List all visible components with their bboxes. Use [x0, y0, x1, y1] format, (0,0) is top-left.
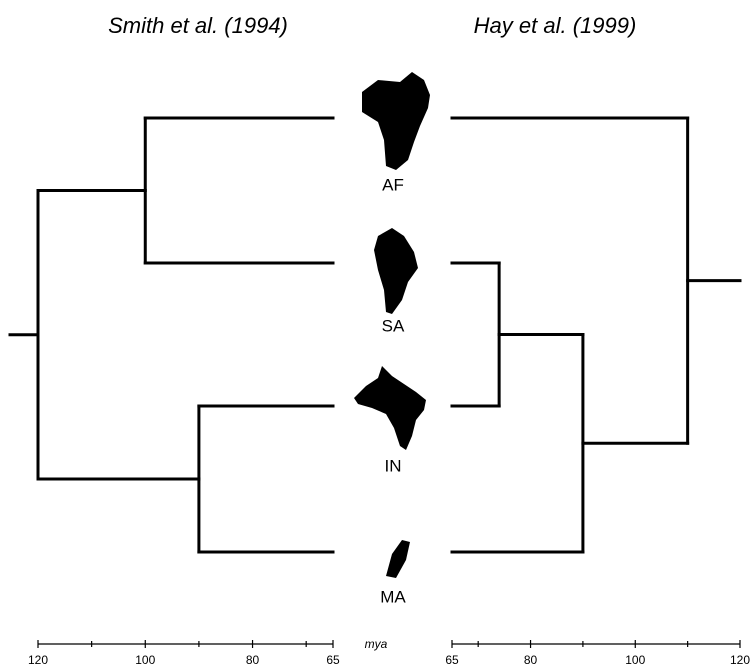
tick-label: 120: [28, 653, 48, 667]
right-title: Hay et al. (1999): [474, 13, 637, 38]
tick-label: 120: [730, 653, 750, 667]
leaf-label: IN: [385, 456, 402, 475]
tick-label: 80: [246, 653, 260, 667]
leaf-label: AF: [382, 175, 404, 194]
tick-label: 100: [625, 653, 645, 667]
left-title: Smith et al. (1994): [108, 13, 288, 38]
leaf-label: SA: [382, 316, 405, 335]
leaf-label: MA: [380, 587, 406, 606]
axis-label: mya: [365, 637, 388, 651]
tanglegram: Smith et al. (1994) Hay et al. (1999) my…: [0, 0, 753, 669]
tick-label: 80: [524, 653, 538, 667]
tick-label: 65: [326, 653, 340, 667]
tick-label: 65: [445, 653, 459, 667]
tick-label: 100: [135, 653, 155, 667]
